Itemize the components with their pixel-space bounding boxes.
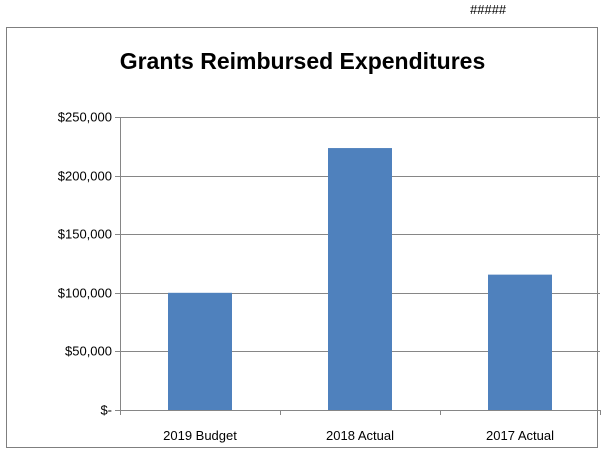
corner-label: ##### (470, 2, 507, 17)
chart-title: Grants Reimbursed Expenditures (119, 48, 486, 74)
y-tick-label: $200,000 (58, 169, 112, 184)
x-tick-label: 2017 Actual (486, 428, 554, 443)
bar (328, 148, 392, 411)
y-tick-label: $100,000 (58, 286, 112, 301)
y-tick-label: $- (100, 403, 112, 418)
x-tick-label: 2018 Actual (326, 428, 394, 443)
x-tick-label: 2019 Budget (163, 428, 237, 443)
bar (168, 292, 232, 410)
bar (488, 274, 552, 410)
y-tick-label: $150,000 (58, 227, 112, 242)
y-tick-label: $50,000 (65, 344, 112, 359)
y-tick-label: $250,000 (58, 110, 112, 125)
